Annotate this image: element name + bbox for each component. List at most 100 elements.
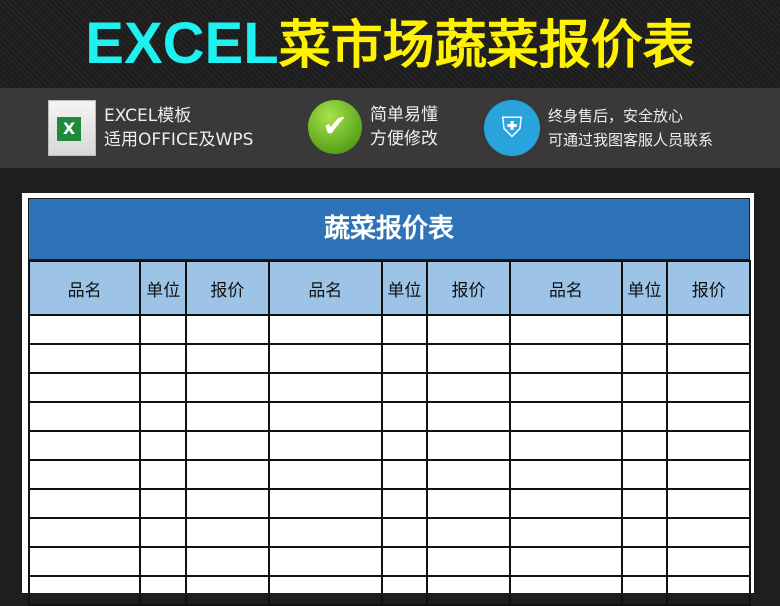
table-cell[interactable] xyxy=(509,343,623,374)
table-cell[interactable] xyxy=(509,517,623,548)
table-cell[interactable] xyxy=(139,459,188,490)
table-cell[interactable] xyxy=(185,343,270,374)
table-cell[interactable] xyxy=(380,459,428,490)
table-cell[interactable] xyxy=(666,459,751,490)
table-cell[interactable] xyxy=(27,517,142,548)
table-cell[interactable] xyxy=(666,546,751,577)
table-cell[interactable] xyxy=(425,343,512,374)
table-cell[interactable] xyxy=(425,372,512,403)
table-cell[interactable] xyxy=(185,372,270,403)
table-cell[interactable] xyxy=(27,372,142,403)
table-cell[interactable] xyxy=(139,488,188,519)
table-cell[interactable] xyxy=(267,546,383,577)
table-cell[interactable] xyxy=(509,575,623,606)
table-row xyxy=(27,575,751,606)
table-cell[interactable] xyxy=(267,488,383,519)
table-cell[interactable] xyxy=(139,575,188,606)
table-cell[interactable] xyxy=(267,459,383,490)
table-cell[interactable] xyxy=(620,401,669,432)
table-cell[interactable] xyxy=(666,575,751,606)
table-cell[interactable] xyxy=(267,401,383,432)
table-cell[interactable] xyxy=(185,430,270,461)
table-cell[interactable] xyxy=(139,372,188,403)
table-cell[interactable] xyxy=(267,575,383,606)
table-cell[interactable] xyxy=(380,517,428,548)
table-cell[interactable] xyxy=(666,314,751,345)
table-cell[interactable] xyxy=(666,517,751,548)
table-cell[interactable] xyxy=(509,314,623,345)
table-cell[interactable] xyxy=(139,314,188,345)
table-cell[interactable] xyxy=(620,314,669,345)
table-cell[interactable] xyxy=(27,459,142,490)
table-cell[interactable] xyxy=(27,314,142,345)
table-cell[interactable] xyxy=(185,459,270,490)
table-cell[interactable] xyxy=(380,575,428,606)
table-cell[interactable] xyxy=(27,430,142,461)
column-header: 报价 xyxy=(425,260,512,316)
table-cell[interactable] xyxy=(620,517,669,548)
table-cell[interactable] xyxy=(620,575,669,606)
table-cell[interactable] xyxy=(380,314,428,345)
table-row xyxy=(27,401,751,432)
table-cell[interactable] xyxy=(27,546,142,577)
table-cell[interactable] xyxy=(267,314,383,345)
table-cell[interactable] xyxy=(185,575,270,606)
table-cell[interactable] xyxy=(509,459,623,490)
column-header: 品名 xyxy=(509,260,623,316)
table-cell[interactable] xyxy=(666,430,751,461)
table-cell[interactable] xyxy=(425,488,512,519)
table-cell[interactable] xyxy=(509,401,623,432)
table-cell[interactable] xyxy=(425,546,512,577)
table-cell[interactable] xyxy=(27,343,142,374)
table-cell[interactable] xyxy=(185,314,270,345)
table-cell[interactable] xyxy=(425,517,512,548)
table-cell[interactable] xyxy=(425,430,512,461)
table-cell[interactable] xyxy=(509,488,623,519)
table-cell[interactable] xyxy=(620,343,669,374)
checkmark-icon: ✔ xyxy=(308,100,362,154)
table-cell[interactable] xyxy=(666,372,751,403)
table-cell[interactable] xyxy=(666,488,751,519)
column-header: 报价 xyxy=(666,260,751,316)
table-cell[interactable] xyxy=(620,546,669,577)
table-cell[interactable] xyxy=(267,517,383,548)
table-cell[interactable] xyxy=(509,430,623,461)
table-cell[interactable] xyxy=(380,343,428,374)
table-row xyxy=(27,546,751,577)
table-cell[interactable] xyxy=(185,488,270,519)
sheet-title: 蔬菜报价表 xyxy=(28,198,750,260)
table-cell[interactable] xyxy=(185,401,270,432)
table-cell[interactable] xyxy=(267,343,383,374)
table-cell[interactable] xyxy=(380,488,428,519)
table-cell[interactable] xyxy=(27,401,142,432)
table-cell[interactable] xyxy=(139,546,188,577)
table-cell[interactable] xyxy=(666,401,751,432)
table-cell[interactable] xyxy=(139,401,188,432)
table-cell[interactable] xyxy=(380,546,428,577)
shield-plus-icon: ⛨ xyxy=(484,100,540,156)
table-cell[interactable] xyxy=(185,546,270,577)
table-cell[interactable] xyxy=(425,401,512,432)
table-cell[interactable] xyxy=(666,343,751,374)
price-sheet: 蔬菜报价表 品名 单位 报价 品名 单位 报价 品名 单位 报价 xyxy=(22,193,754,606)
table-cell[interactable] xyxy=(425,575,512,606)
table-cell[interactable] xyxy=(620,459,669,490)
table-cell[interactable] xyxy=(380,372,428,403)
table-cell[interactable] xyxy=(509,372,623,403)
table-cell[interactable] xyxy=(380,401,428,432)
table-cell[interactable] xyxy=(509,546,623,577)
table-cell[interactable] xyxy=(620,488,669,519)
table-cell[interactable] xyxy=(267,430,383,461)
table-cell[interactable] xyxy=(185,517,270,548)
table-cell[interactable] xyxy=(139,430,188,461)
table-cell[interactable] xyxy=(425,459,512,490)
table-cell[interactable] xyxy=(139,343,188,374)
table-cell[interactable] xyxy=(425,314,512,345)
table-cell[interactable] xyxy=(267,372,383,403)
table-cell[interactable] xyxy=(27,488,142,519)
table-cell[interactable] xyxy=(139,517,188,548)
table-cell[interactable] xyxy=(620,372,669,403)
table-cell[interactable] xyxy=(620,430,669,461)
table-cell[interactable] xyxy=(380,430,428,461)
table-cell[interactable] xyxy=(27,575,142,606)
